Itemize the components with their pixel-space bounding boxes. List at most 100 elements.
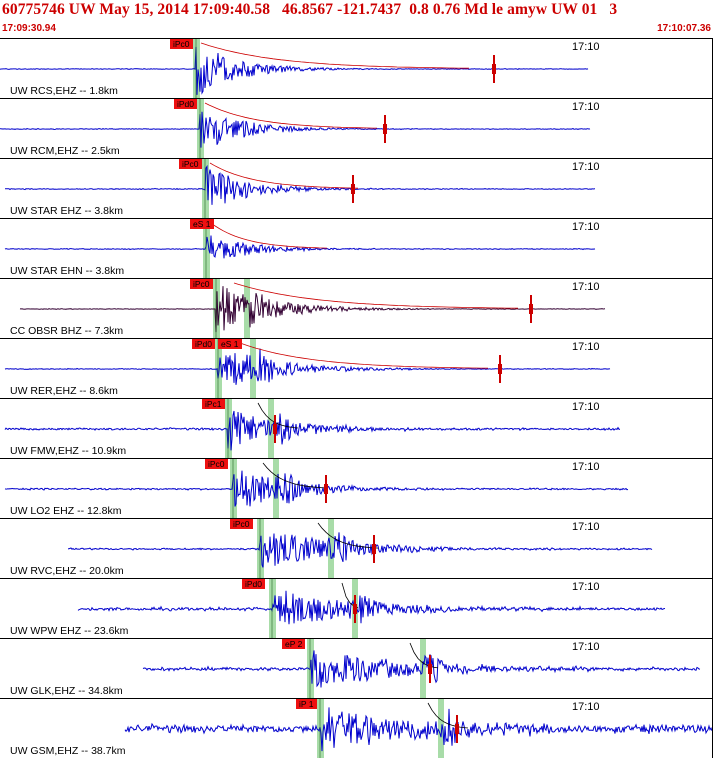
coda-end-marker-box xyxy=(428,664,432,674)
coda-end-marker-box xyxy=(324,484,328,494)
coda-end-marker-box xyxy=(455,724,459,734)
seismogram-plot xyxy=(4,159,596,218)
station-label: UW RER,EHZ -- 8.6km xyxy=(10,385,118,397)
station-label: UW WPW EHZ -- 23.6km xyxy=(10,625,129,637)
seismogram-panel: iPc0 17:10 UW STAR EHZ -- 3.8km xyxy=(0,158,713,218)
phase-pick-label[interactable]: eS 1 xyxy=(190,219,214,229)
coda-envelope xyxy=(409,642,439,669)
coda-end-marker-box xyxy=(498,364,502,374)
seismogram-panel: iPc0 17:10 UW LO2 EHZ -- 12.8km xyxy=(0,458,713,518)
seismogram-plot xyxy=(67,519,653,578)
coda-envelope xyxy=(257,402,299,429)
time-tick-label: 17:10 xyxy=(572,221,600,233)
coda-end-marker-box xyxy=(529,304,533,314)
pick-window xyxy=(438,699,444,758)
pick-window xyxy=(257,519,264,578)
station-label: UW RVC,EHZ -- 20.0km xyxy=(10,565,124,577)
time-tick-label: 17:10 xyxy=(572,581,600,593)
coda-end-marker-box xyxy=(383,124,387,134)
seismogram-plot xyxy=(0,39,589,98)
coda-end-marker-box xyxy=(273,424,277,434)
waveform-trace xyxy=(4,235,596,259)
pick-window xyxy=(273,459,279,518)
seismogram-panel: eP 2 17:10 UW GLK,EHZ -- 34.8km xyxy=(0,638,713,698)
seismogram-plot xyxy=(0,99,591,158)
waveform-trace xyxy=(4,164,596,205)
seismogram-plot xyxy=(4,399,621,458)
phase-pick-label[interactable]: iPd0 xyxy=(174,99,198,109)
phase-pick-label[interactable]: eS 1 xyxy=(218,339,242,349)
coda-envelope xyxy=(233,282,519,309)
time-tick-label: 17:10 xyxy=(572,161,600,173)
coda-envelope xyxy=(209,162,359,189)
coda-envelope xyxy=(317,522,379,549)
station-label: UW RCS,EHZ -- 1.8km xyxy=(10,85,118,97)
seismogram-plot xyxy=(142,639,701,698)
time-tick-label: 17:10 xyxy=(572,461,600,473)
phase-pick-label[interactable]: iPc0 xyxy=(205,459,228,469)
pick-window xyxy=(230,459,237,518)
seismogram-panel: iPc0 17:10 UW RCS,EHZ -- 1.8km xyxy=(0,38,713,98)
time-tick-label: 17:10 xyxy=(572,641,600,653)
coda-end-marker-box xyxy=(372,544,376,554)
pick-window xyxy=(244,279,250,338)
waveform-trace xyxy=(0,46,589,95)
seismogram-plot xyxy=(19,279,606,338)
phase-pick-label[interactable]: iPc0 xyxy=(179,159,202,169)
pick-window xyxy=(225,399,232,458)
time-tick-label: 17:10 xyxy=(572,701,600,713)
phase-pick-label[interactable]: iPc0 xyxy=(230,519,253,529)
time-tick-label: 17:10 xyxy=(572,281,600,293)
coda-envelope xyxy=(427,702,469,729)
seismogram-panel: iPc0 17:10 UW RVC,EHZ -- 20.0km xyxy=(0,518,713,578)
station-label: UW LO2 EHZ -- 12.8km xyxy=(10,505,122,517)
seismogram-panel: iP 1 17:10 UW GSM,EHZ -- 38.7km xyxy=(0,698,713,758)
seismogram-panel: iPd0 eS 1 17:10 UW RER,EHZ -- 8.6km xyxy=(0,338,713,398)
coda-envelope xyxy=(210,222,328,249)
window-start-time: 17:09:30.94 xyxy=(2,23,56,34)
station-label: UW GLK,EHZ -- 34.8km xyxy=(10,685,123,697)
seismogram-panel: iPd0 17:10 UW RCM,EHZ -- 2.5km xyxy=(0,98,713,158)
phase-pick-label[interactable]: iPd0 xyxy=(242,579,266,589)
event-title: 60775746 UW May 15, 2014 17:09:40.58 46.… xyxy=(2,1,618,18)
station-label: UW FMW,EHZ -- 10.9km xyxy=(10,445,127,457)
phase-pick-label[interactable]: iPc1 xyxy=(202,399,225,409)
time-tick-label: 17:10 xyxy=(572,101,600,113)
station-label: UW RCM,EHZ -- 2.5km xyxy=(10,145,120,157)
phase-pick-label[interactable]: iPc0 xyxy=(190,279,213,289)
time-tick-label: 17:10 xyxy=(572,341,600,353)
phase-pick-label[interactable]: eP 2 xyxy=(282,639,306,649)
phase-pick-label[interactable]: iPc0 xyxy=(170,39,193,49)
coda-end-marker-box xyxy=(351,184,355,194)
time-tick-label: 17:10 xyxy=(572,401,600,413)
coda-envelope xyxy=(200,42,469,69)
station-label: CC OBSR BHZ -- 7.3km xyxy=(10,325,124,337)
pick-window xyxy=(328,519,334,578)
pick-window xyxy=(420,639,426,698)
coda-envelope xyxy=(204,102,377,129)
waveform-trace xyxy=(124,707,713,752)
waveform-trace xyxy=(19,286,606,333)
seismogram-plot xyxy=(77,579,666,638)
seismogram-panel: iPc0 17:10 CC OBSR BHZ -- 7.3km xyxy=(0,278,713,338)
waveform-trace xyxy=(4,410,621,451)
seismogram-plot xyxy=(4,219,596,278)
time-tick-label: 17:10 xyxy=(572,521,600,533)
waveform-trace xyxy=(4,348,611,385)
phase-pick-label[interactable]: iP 1 xyxy=(296,699,317,709)
seismogram-panel: iPd0 17:10 UW WPW EHZ -- 23.6km xyxy=(0,578,713,638)
pick-window xyxy=(203,219,210,278)
phase-pick-label[interactable]: iPd0 xyxy=(192,339,216,349)
waveform-trace xyxy=(4,470,629,507)
time-tick-label: 17:10 xyxy=(572,41,600,53)
station-label: UW STAR EHZ -- 3.8km xyxy=(10,205,123,217)
seismogram-panels: iPc0 17:10 UW RCS,EHZ -- 1.8km iPd0 17:10 UW … xyxy=(0,38,713,758)
seismogram-plot xyxy=(4,339,611,398)
waveform-trace xyxy=(142,650,701,688)
coda-envelope xyxy=(239,342,489,369)
waveform-trace xyxy=(0,111,591,148)
waveform-trace xyxy=(77,590,666,625)
coda-end-marker-box xyxy=(353,604,357,614)
event-header: 60775746 UW May 15, 2014 17:09:40.58 46.… xyxy=(0,0,713,38)
seismogram-plot xyxy=(4,459,629,518)
